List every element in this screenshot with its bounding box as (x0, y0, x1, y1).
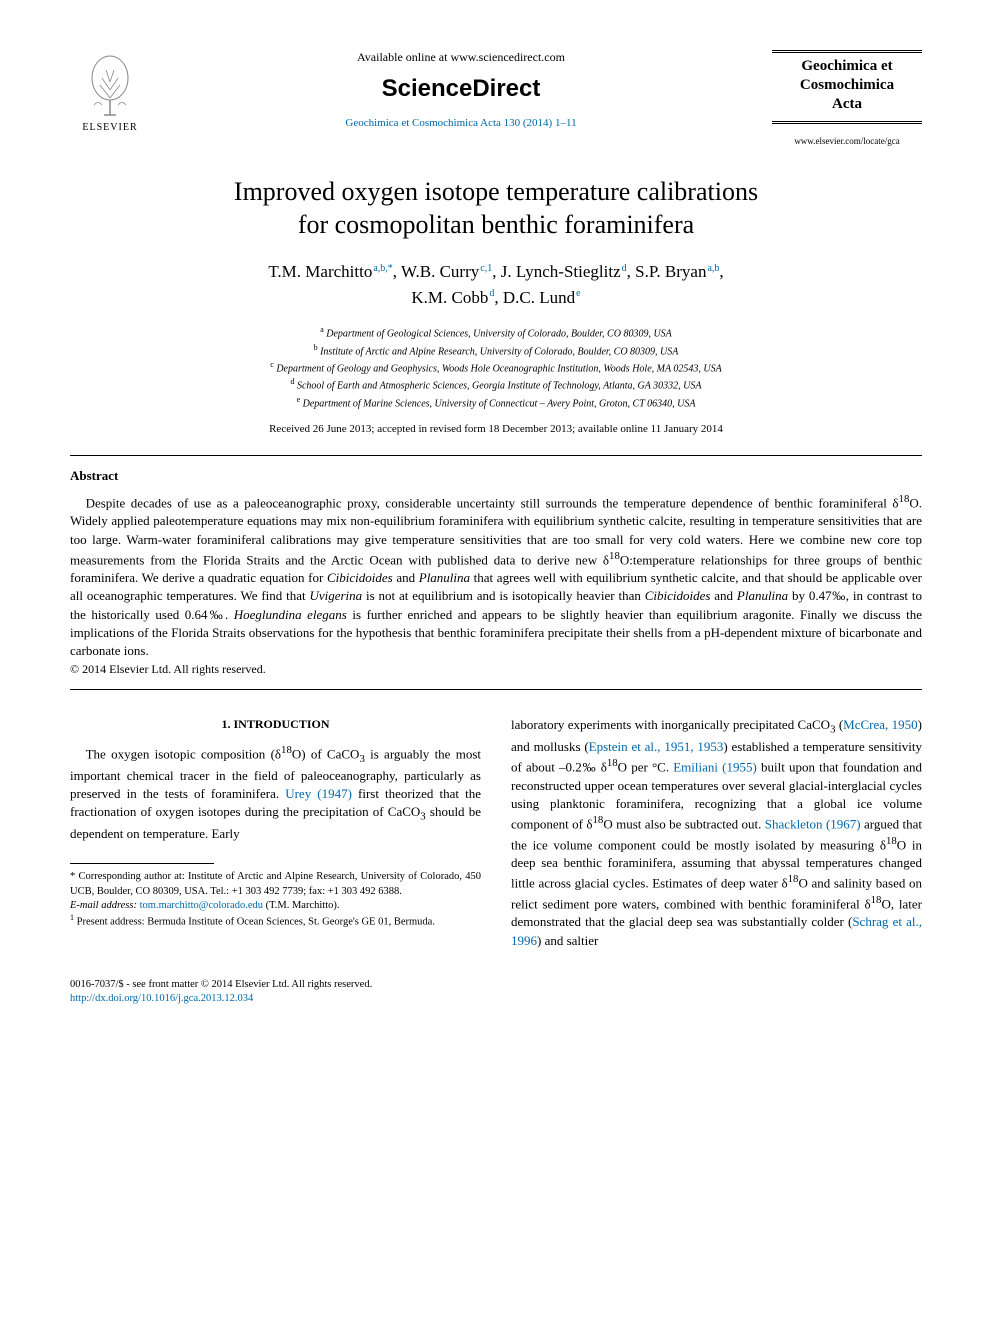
email-label: E-mail address: (70, 900, 137, 911)
authors-list: T.M. Marchittoa,b,*, W.B. Curryc,1, J. L… (70, 259, 922, 310)
author: K.M. Cobbd (411, 288, 494, 307)
author: J. Lynch-Stieglitzd (501, 262, 627, 281)
affiliation: a Department of Geological Sciences, Uni… (70, 324, 922, 341)
rule-above-abstract (70, 455, 922, 456)
elsevier-logo: ELSEVIER (70, 50, 150, 133)
abstract-copyright: © 2014 Elsevier Ltd. All rights reserved… (70, 662, 922, 677)
right-column: laboratory experiments with inorganicall… (511, 716, 922, 949)
affiliations-list: a Department of Geological Sciences, Uni… (70, 324, 922, 411)
center-header: Available online at www.sciencedirect.co… (150, 50, 772, 129)
received-dates: Received 26 June 2013; accepted in revis… (70, 423, 922, 435)
present-sup: 1 (70, 913, 74, 922)
present-address-note: 1 Present address: Bermuda Institute of … (70, 913, 481, 930)
affiliation: c Department of Geology and Geophysics, … (70, 359, 922, 376)
author: D.C. Lunde (503, 288, 581, 307)
elsevier-label: ELSEVIER (82, 122, 137, 133)
available-online-text: Available online at www.sciencedirect.co… (160, 50, 762, 65)
doi-link[interactable]: http://dx.doi.org/10.1016/j.gca.2013.12.… (70, 992, 922, 1007)
author: T.M. Marchittoa,b,* (268, 262, 392, 281)
title-line-2: for cosmopolitan benthic foraminifera (298, 210, 694, 239)
citation-link[interactable]: Geochimica et Cosmochimica Acta 130 (201… (160, 117, 762, 129)
intro-para-left: The oxygen isotopic composition (δ18O) o… (70, 743, 481, 843)
email-who: (T.M. Marchitto). (266, 900, 340, 911)
elsevier-tree-icon (80, 50, 140, 120)
bottom-bar: 0016-7037/$ - see front matter © 2014 El… (70, 978, 922, 1007)
journal-url[interactable]: www.elsevier.com/locate/gca (772, 136, 922, 146)
journal-title: Geochimica et Cosmochimica Acta (772, 50, 922, 124)
author: S.P. Bryana,b (635, 262, 719, 281)
left-column: 1. INTRODUCTION The oxygen isotopic comp… (70, 716, 481, 949)
journal-title-line-3: Acta (832, 96, 862, 112)
corresponding-author-note: * Corresponding author at: Institute of … (70, 870, 481, 898)
header-row: ELSEVIER Available online at www.science… (70, 50, 922, 146)
footnote-rule (70, 863, 214, 864)
rule-below-abstract (70, 689, 922, 690)
email-link[interactable]: tom.marchitto@colorado.edu (140, 900, 263, 911)
author: W.B. Curryc,1 (401, 262, 492, 281)
abstract-body: Despite decades of use as a paleoceanogr… (70, 492, 922, 660)
sciencedirect-logo: ScienceDirect (160, 75, 762, 103)
intro-para-right: laboratory experiments with inorganicall… (511, 716, 922, 949)
section-1-heading: 1. INTRODUCTION (70, 716, 481, 733)
email-line: E-mail address: tom.marchitto@colorado.e… (70, 899, 481, 913)
abstract-heading: Abstract (70, 468, 922, 484)
title-line-1: Improved oxygen isotope temperature cali… (234, 177, 758, 206)
affiliation: e Department of Marine Sciences, Univers… (70, 394, 922, 411)
present-text: Present address: Bermuda Institute of Oc… (77, 916, 435, 927)
front-matter-line: 0016-7037/$ - see front matter © 2014 El… (70, 978, 922, 993)
affiliation: b Institute of Arctic and Alpine Researc… (70, 342, 922, 359)
footnotes: * Corresponding author at: Institute of … (70, 870, 481, 929)
paper-title: Improved oxygen isotope temperature cali… (70, 176, 922, 241)
affiliation: d School of Earth and Atmospheric Scienc… (70, 376, 922, 393)
corresponding-text: * Corresponding author at: Institute of … (70, 871, 481, 896)
journal-title-line-1: Geochimica et (801, 58, 892, 74)
journal-title-line-2: Cosmochimica (800, 77, 894, 93)
journal-box: Geochimica et Cosmochimica Acta www.else… (772, 50, 922, 146)
body-columns: 1. INTRODUCTION The oxygen isotopic comp… (70, 716, 922, 949)
